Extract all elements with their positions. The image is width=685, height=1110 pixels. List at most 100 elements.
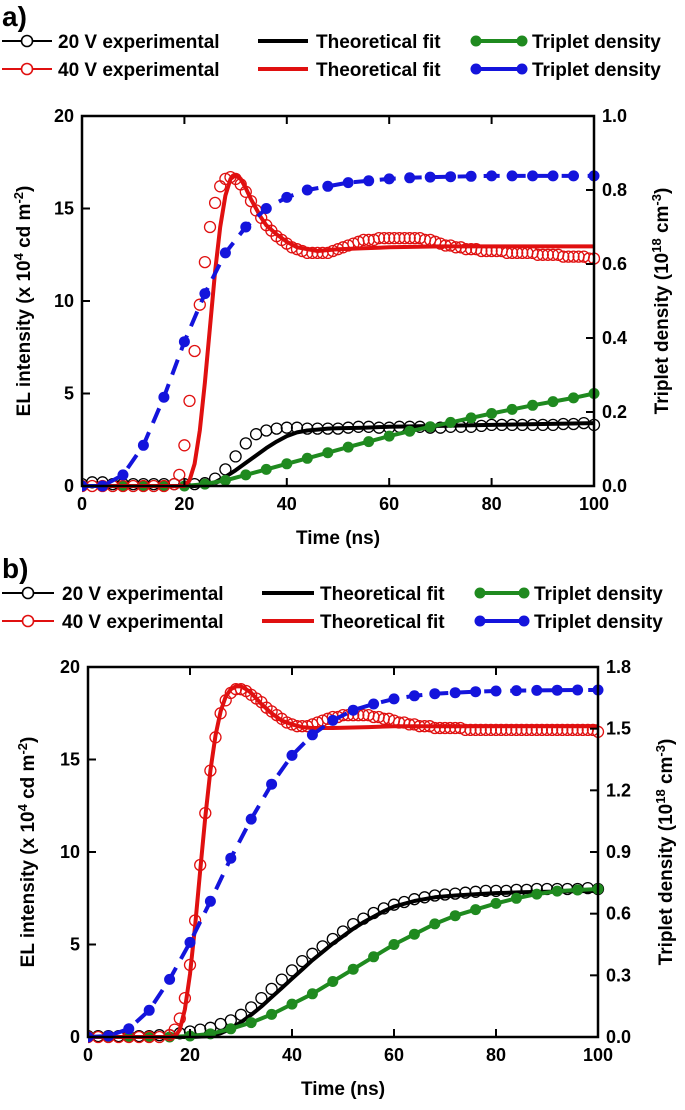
legend-entry: Theoretical fit xyxy=(262,612,445,633)
y-axis-label-part: -2 xyxy=(15,743,30,755)
data-point xyxy=(286,998,298,1010)
data-point xyxy=(301,184,313,196)
data-point xyxy=(541,248,555,261)
y-tick-label: 0 xyxy=(70,1027,80,1047)
data-point xyxy=(214,180,227,193)
plot-frame xyxy=(86,665,600,1039)
series-2 xyxy=(82,388,600,492)
legend-entry: Theoretical fit xyxy=(262,584,445,605)
data-point xyxy=(347,704,359,716)
y2-tick-label: 0.2 xyxy=(602,402,627,422)
legend-label: 20 V experimental xyxy=(58,32,220,53)
y-axis-label-part: -2 xyxy=(11,192,26,204)
y-axis-label-part: ) xyxy=(18,737,39,743)
y2-tick-label: 0.0 xyxy=(606,1027,631,1047)
legend-entry: Theoretical fit xyxy=(258,32,441,53)
data-point xyxy=(368,698,380,710)
data-point xyxy=(184,936,196,948)
series-5 xyxy=(88,684,604,1043)
data-point xyxy=(239,437,252,450)
data-point xyxy=(178,439,191,452)
data-point xyxy=(489,884,503,898)
data-point xyxy=(424,421,436,433)
legend-label: Theoretical fit xyxy=(316,32,441,53)
data-point xyxy=(306,729,318,741)
y-axis-label-part: ) xyxy=(14,186,35,192)
data-point xyxy=(260,203,272,214)
data-point xyxy=(322,180,334,192)
data-point xyxy=(281,458,293,470)
legend-marker xyxy=(516,35,528,47)
data-point xyxy=(137,439,149,451)
legend-marker xyxy=(474,587,486,599)
data-point xyxy=(270,422,283,435)
legend-marker xyxy=(518,587,530,599)
legend-label: Theoretical fit xyxy=(320,612,445,633)
data-point xyxy=(562,250,575,263)
data-point xyxy=(404,172,416,184)
y-tick-label: 5 xyxy=(70,935,80,955)
legend-entry: 20 V experimental xyxy=(2,584,224,605)
data-point xyxy=(240,221,252,233)
data-point xyxy=(296,954,309,968)
data-point xyxy=(173,468,186,482)
y-tick-label: 0 xyxy=(64,476,74,496)
data-point xyxy=(260,463,272,475)
y2-axis-label-part: Triplet density (10 xyxy=(656,804,677,966)
y2-axis-label-part: cm xyxy=(656,757,677,790)
y2-tick-label: 0.9 xyxy=(606,842,631,862)
data-point xyxy=(551,684,563,696)
data-point xyxy=(198,255,212,269)
data-point xyxy=(203,220,217,234)
legend-label: 20 V experimental xyxy=(62,584,224,605)
data-point xyxy=(249,428,263,441)
x-tick-label: 20 xyxy=(174,494,194,514)
data-point xyxy=(311,246,324,260)
y2-axis-label: Triplet density (1018 cm-3) xyxy=(649,188,674,415)
series-line xyxy=(88,684,598,1039)
legend-marker xyxy=(20,62,34,76)
y2-tick-label: 0.4 xyxy=(602,328,627,348)
data-point xyxy=(506,403,518,415)
y2-axis-label-part: 18 xyxy=(649,238,664,252)
data-point xyxy=(225,1023,237,1035)
data-point xyxy=(531,888,543,900)
data-point xyxy=(327,976,339,987)
data-point xyxy=(301,452,313,464)
data-point xyxy=(204,895,216,907)
y-tick-label: 10 xyxy=(54,291,74,311)
series-3 xyxy=(82,170,601,493)
x-tick-label: 60 xyxy=(379,494,399,514)
legend-marker xyxy=(518,615,530,627)
data-point xyxy=(388,939,400,950)
y-tick-label: 15 xyxy=(54,199,74,219)
data-point xyxy=(445,416,457,428)
legend-entry: Triplet density xyxy=(474,612,663,633)
data-point xyxy=(266,1008,278,1020)
data-point xyxy=(470,904,482,916)
data-point xyxy=(377,231,391,245)
legend-entry: Theoretical fit xyxy=(258,60,441,81)
data-point xyxy=(536,248,549,261)
plot-frame xyxy=(80,114,596,488)
y-axis-label-part: EL intensity (x 10 xyxy=(18,811,39,967)
data-point xyxy=(445,171,457,183)
data-point xyxy=(547,396,559,408)
data-point xyxy=(572,684,584,696)
data-point xyxy=(490,685,502,697)
data-point xyxy=(214,1017,227,1031)
data-point xyxy=(363,175,375,187)
data-point xyxy=(547,170,559,182)
data-point xyxy=(568,392,579,404)
data-point xyxy=(123,1023,135,1035)
legend-marker xyxy=(516,63,528,75)
series-1 xyxy=(88,888,599,1039)
x-axis-label: Time (ns) xyxy=(301,1079,385,1100)
data-point xyxy=(285,964,299,977)
y-axis-label: EL intensity (x 104 cd m-2) xyxy=(11,186,36,417)
y2-tick-label: 1.5 xyxy=(606,719,631,739)
data-point xyxy=(265,982,278,996)
plot-area xyxy=(82,170,601,493)
legend-entry: Triplet density xyxy=(474,584,663,605)
data-point xyxy=(280,421,293,434)
